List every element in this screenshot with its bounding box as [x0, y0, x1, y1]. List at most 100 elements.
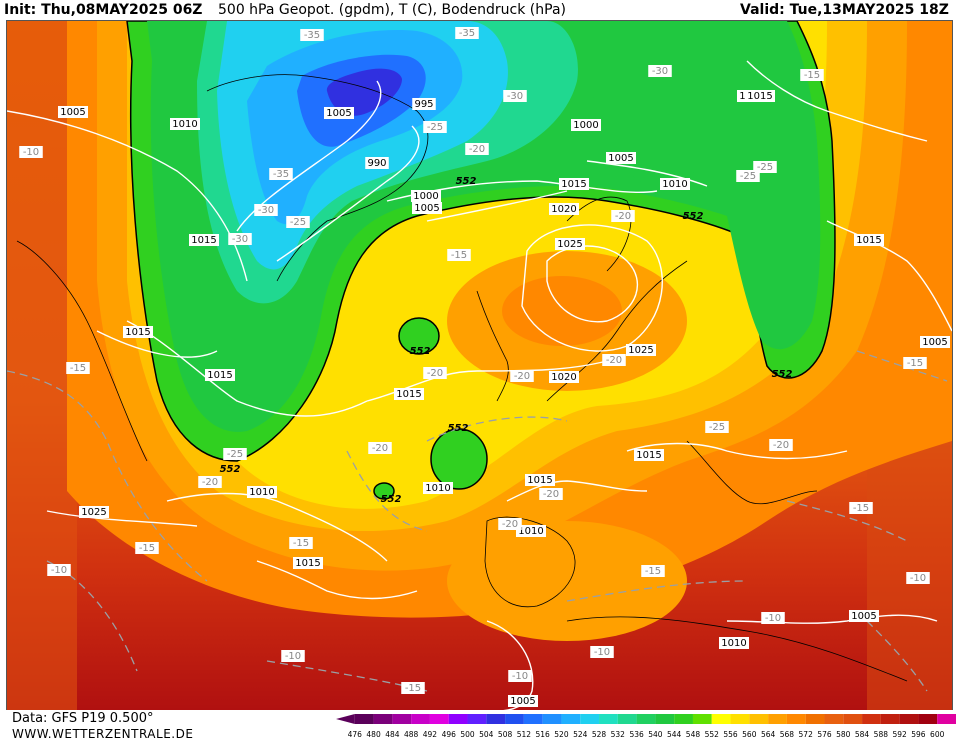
legend-swatch: [580, 714, 600, 724]
svg-text:995: 995: [414, 99, 433, 110]
svg-text:-20: -20: [773, 440, 789, 451]
legend-swatch: [899, 714, 919, 724]
chart-title: 500 hPa Geopot. (gpdm), T (C), Bodendruc…: [218, 2, 566, 18]
svg-text:-10: -10: [285, 651, 301, 662]
svg-text:-15: -15: [293, 538, 309, 549]
temperature-label: -15: [289, 537, 313, 549]
pressure-label: 1010: [516, 525, 546, 537]
temperature-label: -15: [66, 362, 90, 374]
temperature-label: -10: [590, 646, 614, 658]
temperature-label: -10: [508, 670, 532, 682]
temperature-label: -25: [423, 121, 447, 133]
legend-tick-label: 536: [629, 730, 644, 739]
svg-text:552: 552: [772, 369, 793, 380]
svg-text:-25: -25: [427, 122, 443, 133]
temperature-label: -30: [648, 65, 672, 77]
greenland-coast: [206, 74, 429, 282]
pressure-label: 1015: [394, 388, 424, 400]
svg-text:-10: -10: [594, 647, 610, 658]
legend-swatch: [523, 714, 543, 724]
svg-text:1015: 1015: [856, 235, 881, 246]
legend-swatch: [448, 714, 468, 724]
temperature-label: -25: [705, 421, 729, 433]
pressure-label: 1005: [58, 106, 88, 118]
temperature-label: -10: [47, 564, 71, 576]
legend-swatch: [542, 714, 562, 724]
isobar-high-1025: [546, 245, 638, 323]
scandi-green: [567, 21, 727, 188]
temperature-label: -35: [300, 29, 324, 41]
svg-text:552: 552: [410, 346, 431, 357]
svg-text:1005: 1005: [851, 611, 876, 622]
north-africa-coast: [566, 616, 908, 682]
labrador-coast: [16, 240, 148, 462]
temperature-label: -20: [510, 370, 534, 382]
svg-text:-10: -10: [765, 613, 781, 624]
svg-text:-15: -15: [853, 503, 869, 514]
pressure-label: 1015: [634, 449, 664, 461]
trough-core: [326, 68, 402, 116]
legend-tick-label: 580: [836, 730, 851, 739]
temperature-labels: -35 -35-30-25-20-35-30-30-25-30-15-25-25-…: [19, 27, 930, 694]
warm-pocket-core: [502, 276, 622, 346]
legend-tick-label: 588: [874, 730, 889, 739]
svg-text:-10: -10: [910, 573, 926, 584]
temperature-label: -20: [498, 518, 522, 530]
chart-header: Init: Thu,08MAY2025 06Z 500 hPa Geopot. …: [0, 0, 959, 20]
temperature-label: -20: [611, 210, 635, 222]
legend-swatch: [692, 714, 712, 724]
isotherm-9: [346, 450, 428, 532]
temperature-label: -10: [761, 612, 785, 624]
svg-text:1000: 1000: [573, 120, 598, 131]
svg-text:1010: 1010: [721, 638, 746, 649]
legend-swatch: [392, 714, 412, 724]
svg-text:-20: -20: [372, 443, 388, 454]
legend-tick-label: 504: [479, 730, 494, 739]
temperature-label: -30: [228, 233, 252, 245]
legend-swatch: [768, 714, 787, 724]
temperature-label: -15: [800, 69, 824, 81]
svg-text:1010: 1010: [425, 483, 450, 494]
temperature-label: -30: [254, 204, 278, 216]
temperature-label: -25: [286, 216, 310, 228]
cutoff-low-2: [430, 428, 488, 490]
svg-text:1015: 1015: [747, 91, 772, 102]
geopotential-label: 552: [410, 346, 431, 357]
legend-swatch: [824, 714, 844, 724]
pressure-label: 1010: [660, 178, 690, 190]
legend-swatch: [561, 714, 581, 724]
pressure-label: 1010: [247, 486, 277, 498]
svg-text:-10: -10: [23, 147, 39, 158]
isotherm-7: [866, 620, 928, 692]
temperature-label: -20: [465, 143, 489, 155]
legend-swatch: [937, 714, 956, 724]
pressure-label: 1015: [189, 234, 219, 246]
legend-swatch: [786, 714, 806, 724]
legend-tick-label: 520: [554, 730, 569, 739]
pressure-label: 1005: [849, 610, 879, 622]
svg-text:-30: -30: [652, 66, 668, 77]
svg-text:-25: -25: [740, 171, 756, 182]
temperature-label: -25: [736, 170, 760, 182]
temperature-label: -20: [198, 476, 222, 488]
temperature-label: -15: [641, 565, 665, 577]
legend-tick-label: 492: [423, 730, 438, 739]
legend-tick-label: 516: [536, 730, 551, 739]
geopotential-label: 552: [381, 494, 402, 505]
legend-swatch: [749, 714, 769, 724]
svg-text:1025: 1025: [628, 345, 653, 356]
svg-text:-10: -10: [512, 671, 528, 682]
init-time: Init: Thu,08MAY2025 06Z: [4, 2, 203, 18]
legend-swatch: [805, 714, 825, 724]
temperature-label: -15: [903, 357, 927, 369]
isotherm-1: [7, 370, 208, 582]
svg-text:-20: -20: [502, 519, 518, 530]
geopotential-label: 552: [683, 211, 704, 222]
svg-text:552: 552: [683, 211, 704, 222]
west-band: [7, 21, 77, 711]
svg-text:552: 552: [381, 494, 402, 505]
isotherm-8: [426, 416, 568, 442]
legend-tick-label: 600: [930, 730, 945, 739]
pressure-labels: 1005101010059959901000100010051015102010…: [58, 90, 950, 707]
legend-swatch: [730, 714, 750, 724]
